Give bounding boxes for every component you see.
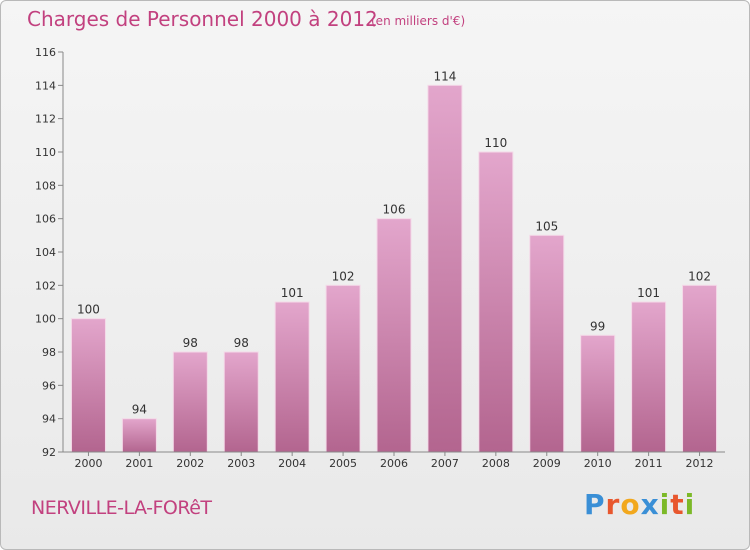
y-tick-label: 98: [42, 346, 56, 359]
x-tick-label-2012: 2012: [686, 457, 714, 470]
bar-2011: [631, 301, 667, 453]
y-tick-label: 108: [35, 179, 56, 192]
y-tick-label: 104: [35, 246, 56, 259]
value-label-2005: 102: [332, 269, 355, 283]
y-tick-label: 96: [42, 379, 56, 392]
x-tick-label-2004: 2004: [278, 457, 306, 470]
bar-2004: [274, 301, 310, 453]
bar-2009: [529, 234, 565, 453]
chart-subtitle: (en milliers d'€): [371, 14, 466, 28]
logo-letter: o: [620, 488, 641, 521]
proxiti-logo: Proxiti: [584, 488, 695, 521]
bar-2005: [325, 284, 361, 453]
bar-2012: [682, 284, 718, 453]
chart-title: Charges de Personnel 2000 à 2012: [27, 7, 378, 31]
y-tick-label: 116: [35, 46, 56, 59]
y-tick-label: 92: [42, 446, 56, 459]
x-tick-label-2000: 2000: [74, 457, 102, 470]
bar-2003: [223, 351, 259, 453]
y-tick-label: 102: [35, 279, 56, 292]
x-tick-label-2010: 2010: [584, 457, 612, 470]
value-label-2008: 110: [484, 136, 507, 150]
y-tick-label: 94: [42, 413, 56, 426]
x-tick-label-2011: 2011: [635, 457, 663, 470]
y-tick-label: 112: [35, 113, 56, 126]
x-tick-label-2008: 2008: [482, 457, 510, 470]
value-label-2000: 100: [77, 303, 100, 317]
y-tick-label: 114: [35, 79, 56, 92]
y-tick-label: 100: [35, 313, 56, 326]
x-tick-label-2009: 2009: [533, 457, 561, 470]
value-label-2010: 99: [590, 319, 605, 333]
bar-2001: [121, 418, 157, 453]
commune-name: NERVILLE-LA-FORêT: [31, 497, 212, 519]
bar-2006: [376, 218, 412, 453]
x-tick-label-2006: 2006: [380, 457, 408, 470]
bar-2007: [427, 84, 463, 453]
y-tick-label: 106: [35, 213, 56, 226]
logo-letter: P: [584, 488, 606, 521]
value-label-2004: 101: [281, 286, 304, 300]
bar-2002: [172, 351, 208, 453]
x-tick-label-2001: 2001: [125, 457, 153, 470]
x-tick-label-2007: 2007: [431, 457, 459, 470]
value-label-2002: 98: [183, 336, 198, 350]
logo-letter: r: [605, 488, 621, 521]
logo-letter: i: [684, 488, 696, 521]
x-tick-label-2002: 2002: [176, 457, 204, 470]
value-label-2012: 102: [688, 269, 711, 283]
bar-2008: [478, 151, 514, 453]
logo-letter: t: [670, 488, 685, 521]
bar-2000: [70, 318, 106, 453]
value-label-2009: 105: [535, 219, 558, 233]
value-label-2006: 106: [383, 203, 406, 217]
x-tick-label-2005: 2005: [329, 457, 357, 470]
bar-2010: [580, 334, 616, 453]
value-label-2003: 98: [234, 336, 249, 350]
y-tick-label: 110: [35, 146, 56, 159]
value-label-2001: 94: [132, 403, 147, 417]
value-label-2011: 101: [637, 286, 660, 300]
value-label-2007: 114: [433, 69, 456, 83]
logo-letter: i: [659, 488, 671, 521]
logo-letter: x: [640, 488, 660, 521]
x-tick-label-2003: 2003: [227, 457, 255, 470]
